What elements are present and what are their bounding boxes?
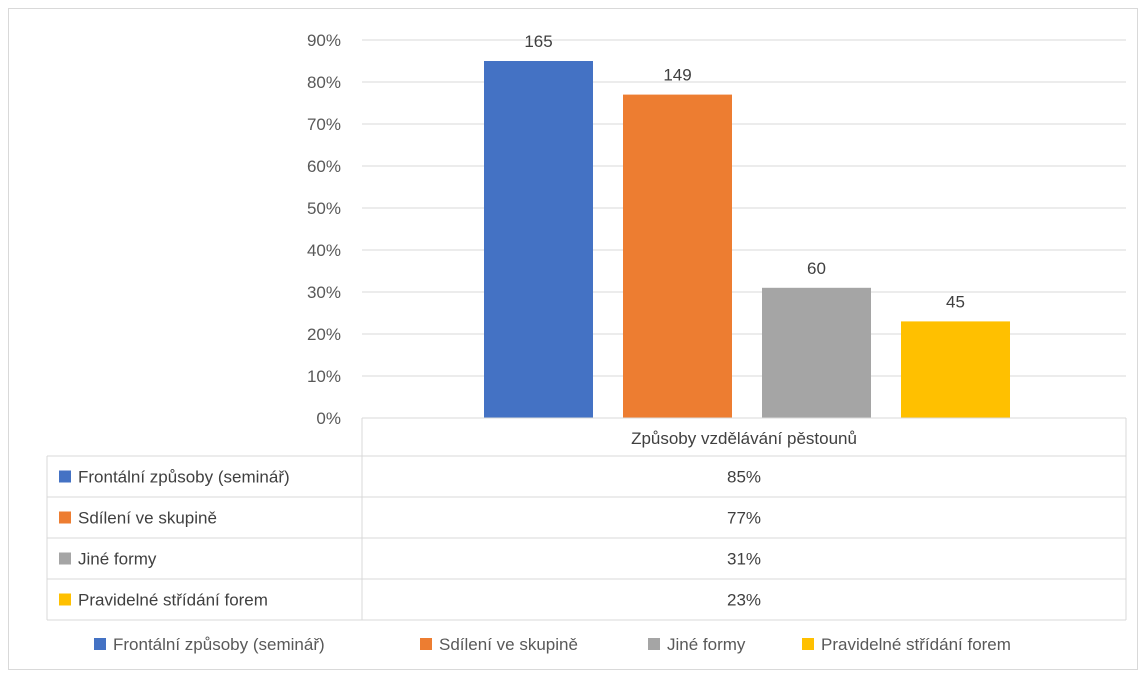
bar	[901, 321, 1010, 418]
table-series-name: Jiné formy	[78, 550, 157, 569]
category-label: Způsoby vzdělávání pěstounů	[631, 429, 857, 448]
table-legend-key	[59, 552, 71, 565]
table-series-name: Pravidelné střídání forem	[78, 591, 268, 610]
bar	[623, 94, 732, 418]
legend-label: Frontální způsoby (seminář)	[113, 635, 325, 654]
data-label: 45	[946, 292, 965, 311]
y-tick-label: 70%	[307, 115, 341, 134]
table-value: 23%	[727, 591, 761, 610]
y-tick-label: 0%	[316, 409, 341, 428]
data-label: 149	[663, 66, 691, 85]
data-label: 60	[807, 259, 826, 278]
y-tick-label: 90%	[307, 31, 341, 50]
y-tick-label: 30%	[307, 283, 341, 302]
y-tick-label: 50%	[307, 199, 341, 218]
y-tick-label: 10%	[307, 367, 341, 386]
table-series-name: Frontální způsoby (seminář)	[78, 468, 290, 487]
table-value: 77%	[727, 509, 761, 528]
legend-key	[648, 638, 660, 650]
y-tick-label: 80%	[307, 73, 341, 92]
legend-key	[802, 638, 814, 650]
table-legend-key	[59, 511, 71, 524]
bar	[762, 287, 871, 418]
legend-label: Sdílení ve skupině	[439, 635, 578, 654]
y-tick-label: 60%	[307, 157, 341, 176]
table-value: 85%	[727, 468, 761, 487]
table-series-name: Sdílení ve skupině	[78, 509, 217, 528]
y-tick-label: 20%	[307, 325, 341, 344]
y-tick-label: 40%	[307, 241, 341, 260]
table-legend-key	[59, 470, 71, 483]
legend-label: Pravidelné střídání forem	[821, 635, 1011, 654]
data-label: 165	[524, 32, 552, 51]
table-legend-key	[59, 593, 71, 606]
legend-key	[420, 638, 432, 650]
bar	[484, 61, 593, 418]
legend-key	[94, 638, 106, 650]
legend-label: Jiné formy	[667, 635, 746, 654]
table-value: 31%	[727, 550, 761, 569]
